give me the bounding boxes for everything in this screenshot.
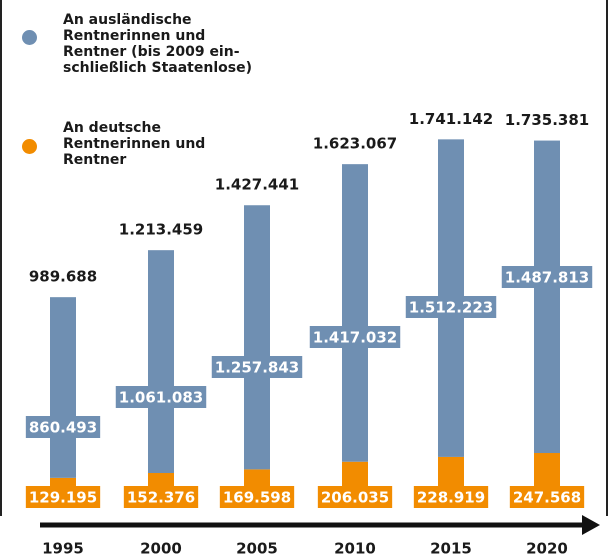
total-label: 989.688 <box>29 268 97 286</box>
value-label: 1.417.032 <box>313 329 397 347</box>
arrow-head <box>582 515 600 535</box>
x-tick-label: 2010 <box>334 540 376 558</box>
value-label-box <box>123 486 199 508</box>
value-label-box <box>405 296 497 318</box>
value-label-box <box>309 326 401 348</box>
value-label-box <box>413 486 489 508</box>
x-tick-label: 2005 <box>236 540 278 558</box>
value-label: 169.598 <box>223 489 291 507</box>
bar-segment <box>148 250 174 474</box>
total-label: 1.741.142 <box>409 110 493 128</box>
value-label-box <box>25 486 101 508</box>
value-label: 1.487.813 <box>505 269 589 287</box>
legend-swatch <box>22 30 37 45</box>
x-tick-label: 2015 <box>430 540 472 558</box>
value-label: 860.493 <box>29 419 97 437</box>
value-label: 247.568 <box>513 489 581 507</box>
bar-segment <box>244 205 270 470</box>
value-label-box <box>115 386 207 408</box>
value-label: 206.035 <box>321 489 389 507</box>
value-label: 1.512.223 <box>409 299 493 317</box>
bar-segment <box>50 297 76 478</box>
value-label: 152.376 <box>127 489 195 507</box>
bar-segment <box>534 140 560 454</box>
legend-label: An ausländische Rentnerinnen und Rentner… <box>63 12 252 76</box>
x-tick-label: 2020 <box>526 540 568 558</box>
total-label: 1.427.441 <box>215 176 299 194</box>
total-label: 1.623.067 <box>313 135 397 153</box>
value-label-box <box>219 486 295 508</box>
value-label: 228.919 <box>417 489 485 507</box>
bar-segment <box>342 164 368 462</box>
value-label-box <box>509 486 585 508</box>
legend-swatch <box>22 139 37 154</box>
value-label: 1.257.843 <box>215 359 299 377</box>
x-tick-label: 1995 <box>42 540 84 558</box>
value-label-box <box>501 266 593 288</box>
total-label: 1.213.459 <box>119 221 203 239</box>
total-label: 1.735.381 <box>505 111 589 129</box>
x-tick-label: 2000 <box>140 540 182 558</box>
value-label-box <box>317 486 393 508</box>
value-label: 129.195 <box>29 489 97 507</box>
value-label-box <box>25 416 101 438</box>
value-label-box <box>211 356 303 378</box>
value-label: 1.061.083 <box>119 389 203 407</box>
legend-label: An deutsche Rentnerinnen und Rentner <box>63 120 206 168</box>
